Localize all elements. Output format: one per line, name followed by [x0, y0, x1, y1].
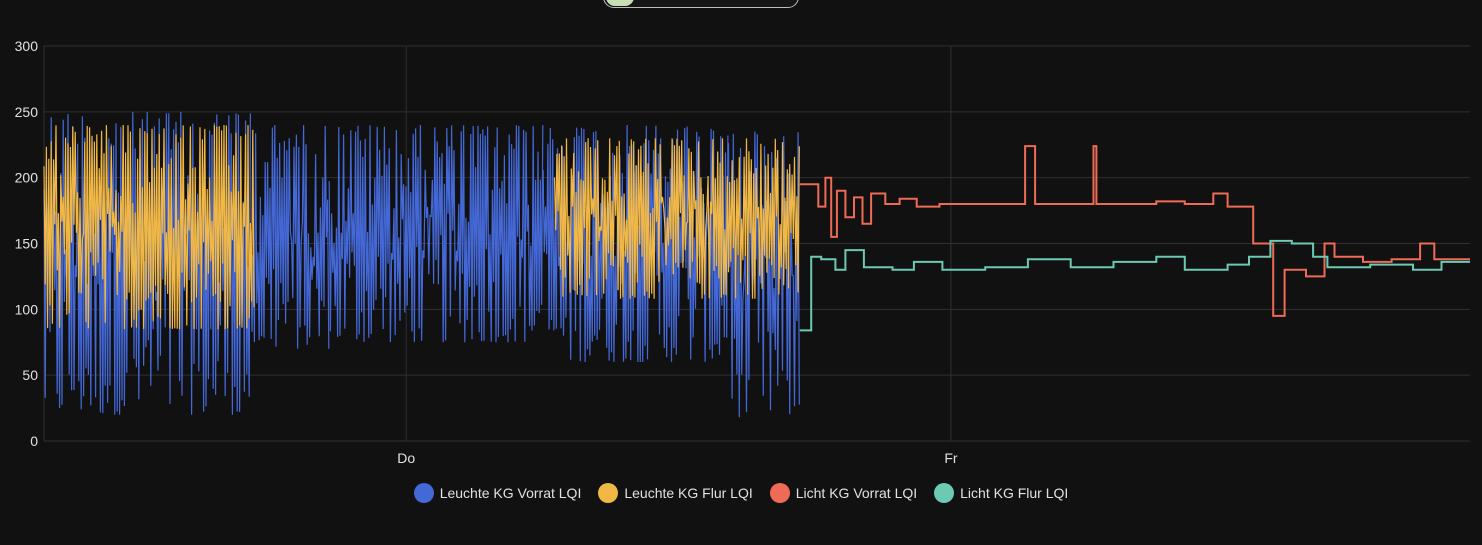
series-line [43, 111, 251, 415]
x-axis-ticks: Do Fr [397, 450, 958, 466]
legend-label: Licht KG Vorrat LQI [795, 485, 918, 501]
legend-swatch [934, 483, 955, 503]
x-tick-label: Do [397, 450, 415, 466]
y-tick-label: 50 [22, 367, 38, 383]
y-axis-ticks: 0 50 100 150 200 250 300 [15, 38, 39, 449]
series-line [328, 124, 544, 343]
series-4 [799, 239, 1470, 332]
y-tick-label: 250 [15, 104, 39, 120]
series-2 [43, 124, 800, 330]
legend-swatch [598, 483, 619, 503]
y-tick-label: 150 [15, 236, 39, 252]
series-3 [799, 145, 1470, 317]
series-layer [43, 111, 1470, 418]
legend-label: Licht KG Flur LQI [960, 485, 1069, 501]
legend-swatch [769, 483, 790, 503]
series-line [553, 138, 800, 299]
y-tick-label: 0 [30, 433, 38, 449]
y-tick-label: 200 [15, 170, 39, 186]
legend-item[interactable]: Licht KG Vorrat LQI [769, 483, 918, 503]
legend-item[interactable]: Licht KG Flur LQI [934, 483, 1068, 503]
legend-label: Leuchte KG Flur LQI [624, 485, 753, 501]
y-tick-label: 300 [15, 38, 39, 54]
series-line [250, 125, 330, 349]
y-tick-label: 100 [15, 301, 39, 317]
toggle-knob[interactable] [606, 0, 634, 6]
legend-swatch [413, 483, 434, 503]
legend-item[interactable]: Leuchte KG Vorrat LQI [413, 483, 582, 503]
series-line [799, 239, 1470, 332]
x-tick-label: Fr [944, 450, 958, 466]
chart-legend: Leuchte KG Vorrat LQI Leuchte KG Flur LQI… [0, 483, 1482, 503]
series-line [43, 124, 255, 330]
series-line [799, 145, 1470, 317]
series-line [727, 131, 800, 418]
legend-label: Leuchte KG Vorrat LQI [439, 485, 582, 501]
legend-item[interactable]: Leuchte KG Flur LQI [598, 483, 753, 503]
lqi-line-chart: 0 50 100 150 200 250 300 Do Fr [15, 38, 1470, 466]
